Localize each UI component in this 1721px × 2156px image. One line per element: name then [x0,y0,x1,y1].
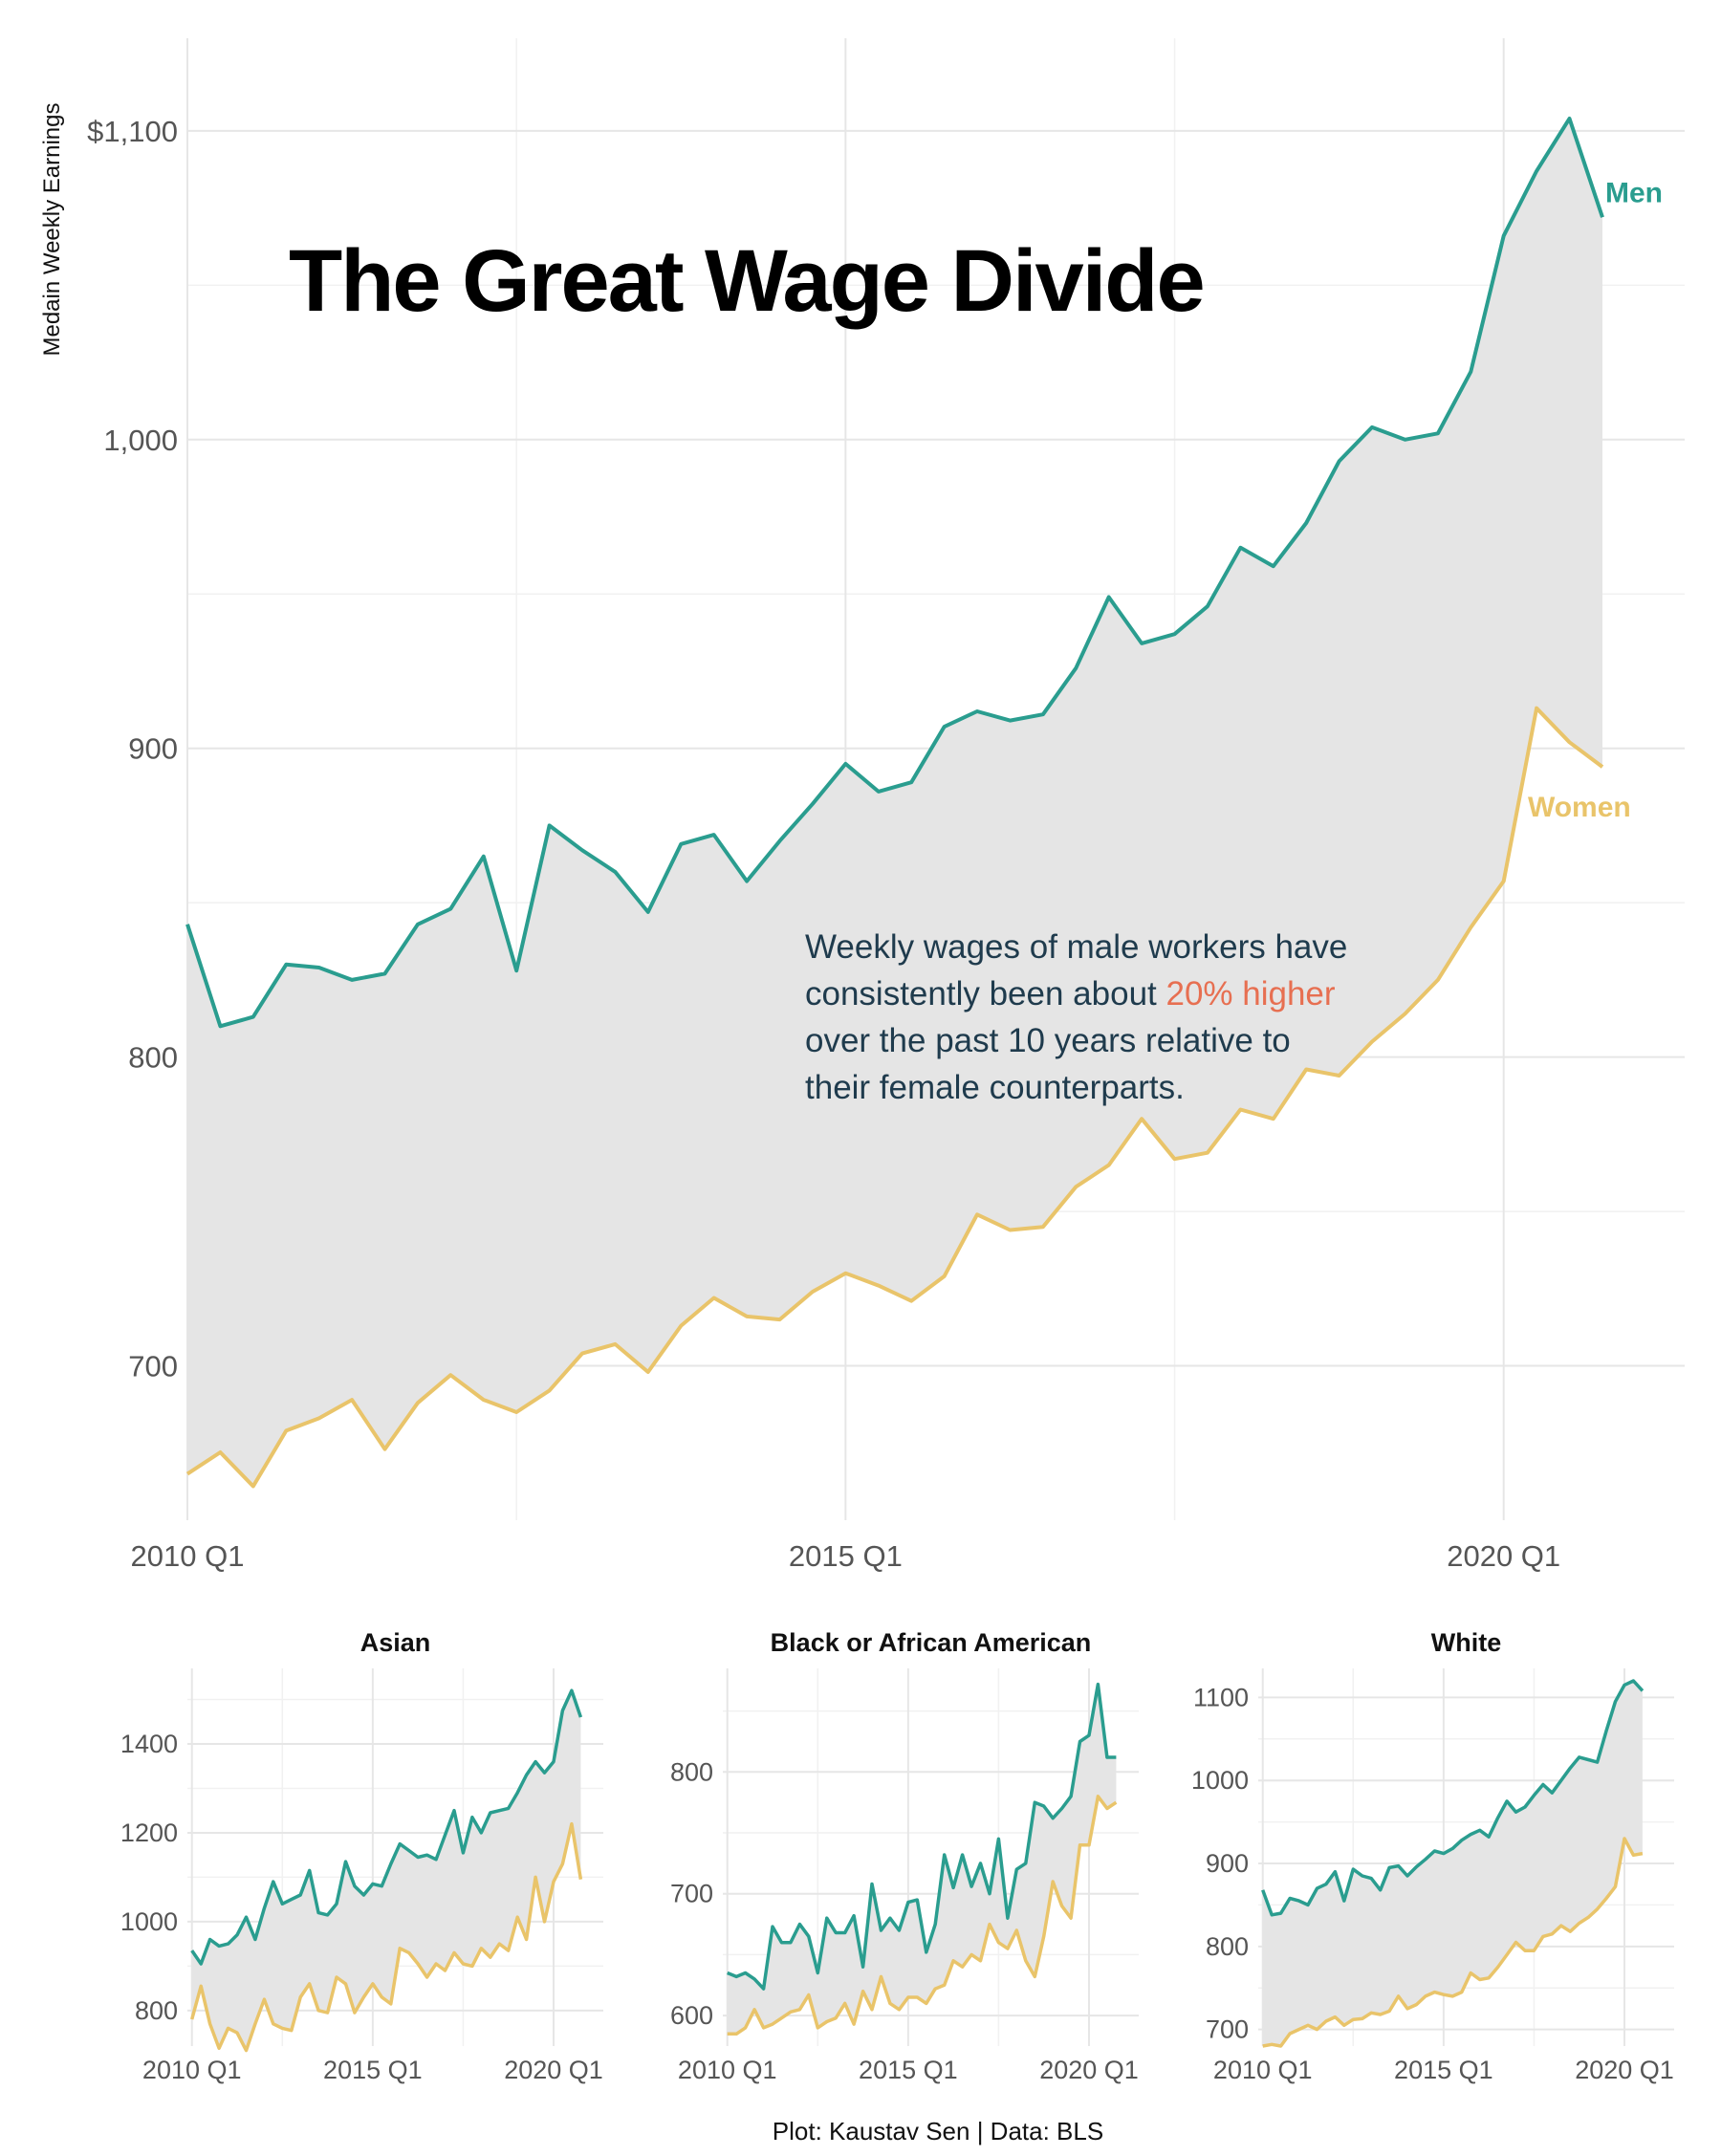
gap-ribbon [727,1684,1117,2035]
y-tick-label: 1000 [1191,1766,1249,1795]
men-line [185,117,1604,1029]
y-tick-label: 1200 [120,1818,178,1847]
x-tick-label: 2010 Q1 [1213,2056,1313,2084]
men-series-label: Men [1605,177,1663,208]
y-tick-label: 1400 [120,1730,178,1758]
women-series-label: Women [1528,792,1631,823]
y-tick-label: 1100 [1193,1683,1249,1711]
gap-ribbon [187,119,1602,1487]
annotation-line: over the past 10 years relative to [805,1022,1291,1059]
y-tick-label: 800 [670,1757,713,1786]
x-tick-label: 2015 Q1 [859,2056,958,2084]
men-line [727,1682,1117,1991]
facet-panel: 700 800 900 1000 1100 2010 Q1 2015 Q1 2020 Q1 Wh… [1191,1628,1674,2084]
gap-ribbon [1262,1681,1643,2046]
x-tick-label: 2015 Q1 [1394,2056,1493,2084]
annotation-text: Weekly wages of male workers have consist… [805,928,1347,1106]
annotation-line: Weekly wages of male workers have [805,928,1347,966]
y-tick-label: 700 [128,1350,178,1383]
x-tick-label: 2020 Q1 [1447,1539,1560,1573]
caption: Plot: Kaustav Sen | Data: BLS [773,2117,1103,2145]
chart-title: The Great Wage Divide [289,232,1204,330]
y-tick-label: 700 [670,1880,713,1908]
women-line [1262,1837,1644,2048]
x-tick-label: 2015 Q1 [789,1539,903,1573]
x-tick-label: 2020 Q1 [1575,2056,1674,2084]
y-tick-label: 900 [1206,1849,1249,1878]
annotation-line: consistently been about [805,975,1165,1013]
men-line [190,1688,583,1966]
main-panel: 700 800 900 1,000 $1,100 2010 Q1 2015 Q1 2020 Q… [87,38,1685,1573]
women-line [727,1795,1118,2036]
y-tick-label: 800 [1206,1932,1249,1961]
x-tick-label: 2010 Q1 [678,2056,777,2084]
facet-panels: 800 1000 1200 1400 2010 Q1 2015 Q1 2020 Q1 Asia… [120,1628,1674,2084]
facet-panel: 800 1000 1200 1400 2010 Q1 2015 Q1 2020 Q1 Asia… [120,1628,603,2084]
annotation-line: their female counterparts. [805,1069,1185,1106]
x-tick-label: 2020 Q1 [1039,2056,1139,2084]
y-tick-label: 1000 [120,1907,178,1936]
y-tick-label: 800 [128,1041,178,1075]
facet-title: Black or African American [771,1628,1092,1657]
facet-title: Asian [360,1628,431,1657]
y-tick-label: 800 [135,1996,178,2025]
annotation-highlight: 20% higher [1165,975,1335,1013]
facet-panel: 600 700 800 2010 Q1 2015 Q1 2020 Q1 Black or A… [670,1628,1139,2084]
x-tick-label: 2015 Q1 [323,2056,423,2084]
y-tick-label: 600 [670,2001,713,2030]
y-axis-label: Medain Weekly Earnings [39,102,65,356]
gap-ribbon [191,1690,581,2051]
women-line [185,706,1604,1489]
women-line [190,1821,583,2053]
x-tick-label: 2020 Q1 [504,2056,603,2084]
x-tick-label: 2010 Q1 [131,1539,245,1573]
y-tick-label: 700 [1206,2015,1249,2044]
x-tick-label: 2010 Q1 [142,2056,242,2084]
y-tick-label: 900 [128,732,178,766]
facet-title: White [1431,1628,1502,1657]
men-line [1261,1679,1645,1917]
y-tick-label: $1,100 [87,115,178,148]
y-tick-label: 1,000 [103,424,178,457]
